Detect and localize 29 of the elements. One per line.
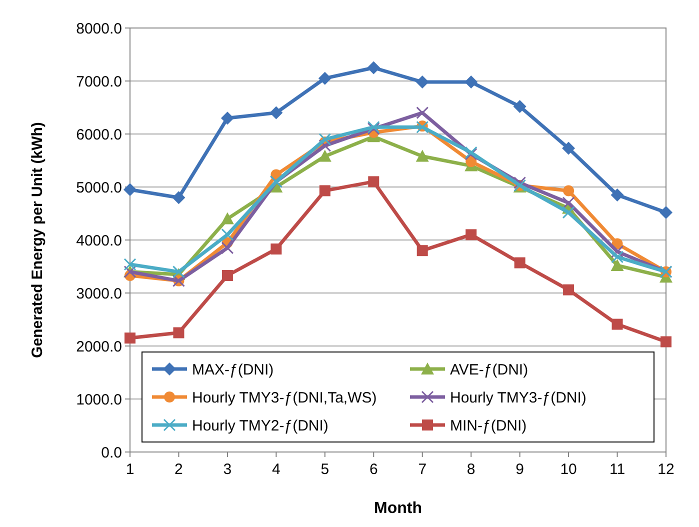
- y-tick-label: 3000.0: [76, 285, 122, 302]
- legend-label: MAX-ƒ(DNI): [192, 361, 274, 378]
- x-tick-label: 10: [560, 461, 577, 478]
- y-tick-label: 4000.0: [76, 232, 122, 250]
- y-tick-label: 1000.0: [76, 391, 122, 408]
- y-tick-label: 5000.0: [76, 179, 122, 196]
- y-tick-label: 8000.0: [76, 20, 122, 38]
- x-axis-title: Month: [374, 500, 422, 517]
- x-tick-label: 2: [174, 461, 183, 478]
- x-tick-label: 9: [516, 461, 524, 478]
- legend-label: Hourly TMY3-ƒ(DNI): [450, 389, 586, 406]
- x-tick-label: 3: [223, 461, 232, 478]
- x-tick-label: 1: [126, 461, 134, 478]
- y-tick-label: 7000.0: [76, 73, 122, 90]
- y-tick-label: 2000.0: [76, 338, 122, 356]
- y-tick-label: 6000.0: [76, 126, 122, 144]
- x-tick-label: 12: [658, 461, 674, 478]
- legend-label: Hourly TMY3-ƒ(DNI,Ta,WS): [192, 389, 377, 406]
- x-tick-label: 5: [320, 461, 330, 478]
- x-tick-label: 4: [272, 461, 280, 478]
- x-tick-label: 11: [609, 461, 626, 478]
- y-axis-title: Generated Energy per Unit (kWh): [29, 122, 46, 358]
- x-tick-label: 6: [369, 461, 378, 478]
- legend-label: MIN-ƒ(DNI): [450, 417, 527, 434]
- y-tick-label: 0.0: [101, 444, 122, 462]
- x-tick-label: 8: [466, 461, 476, 478]
- legend-label: AVE-ƒ(DNI): [450, 361, 528, 378]
- legend-label: Hourly TMY2-ƒ(DNI): [192, 417, 328, 434]
- x-tick-label: 7: [418, 461, 427, 478]
